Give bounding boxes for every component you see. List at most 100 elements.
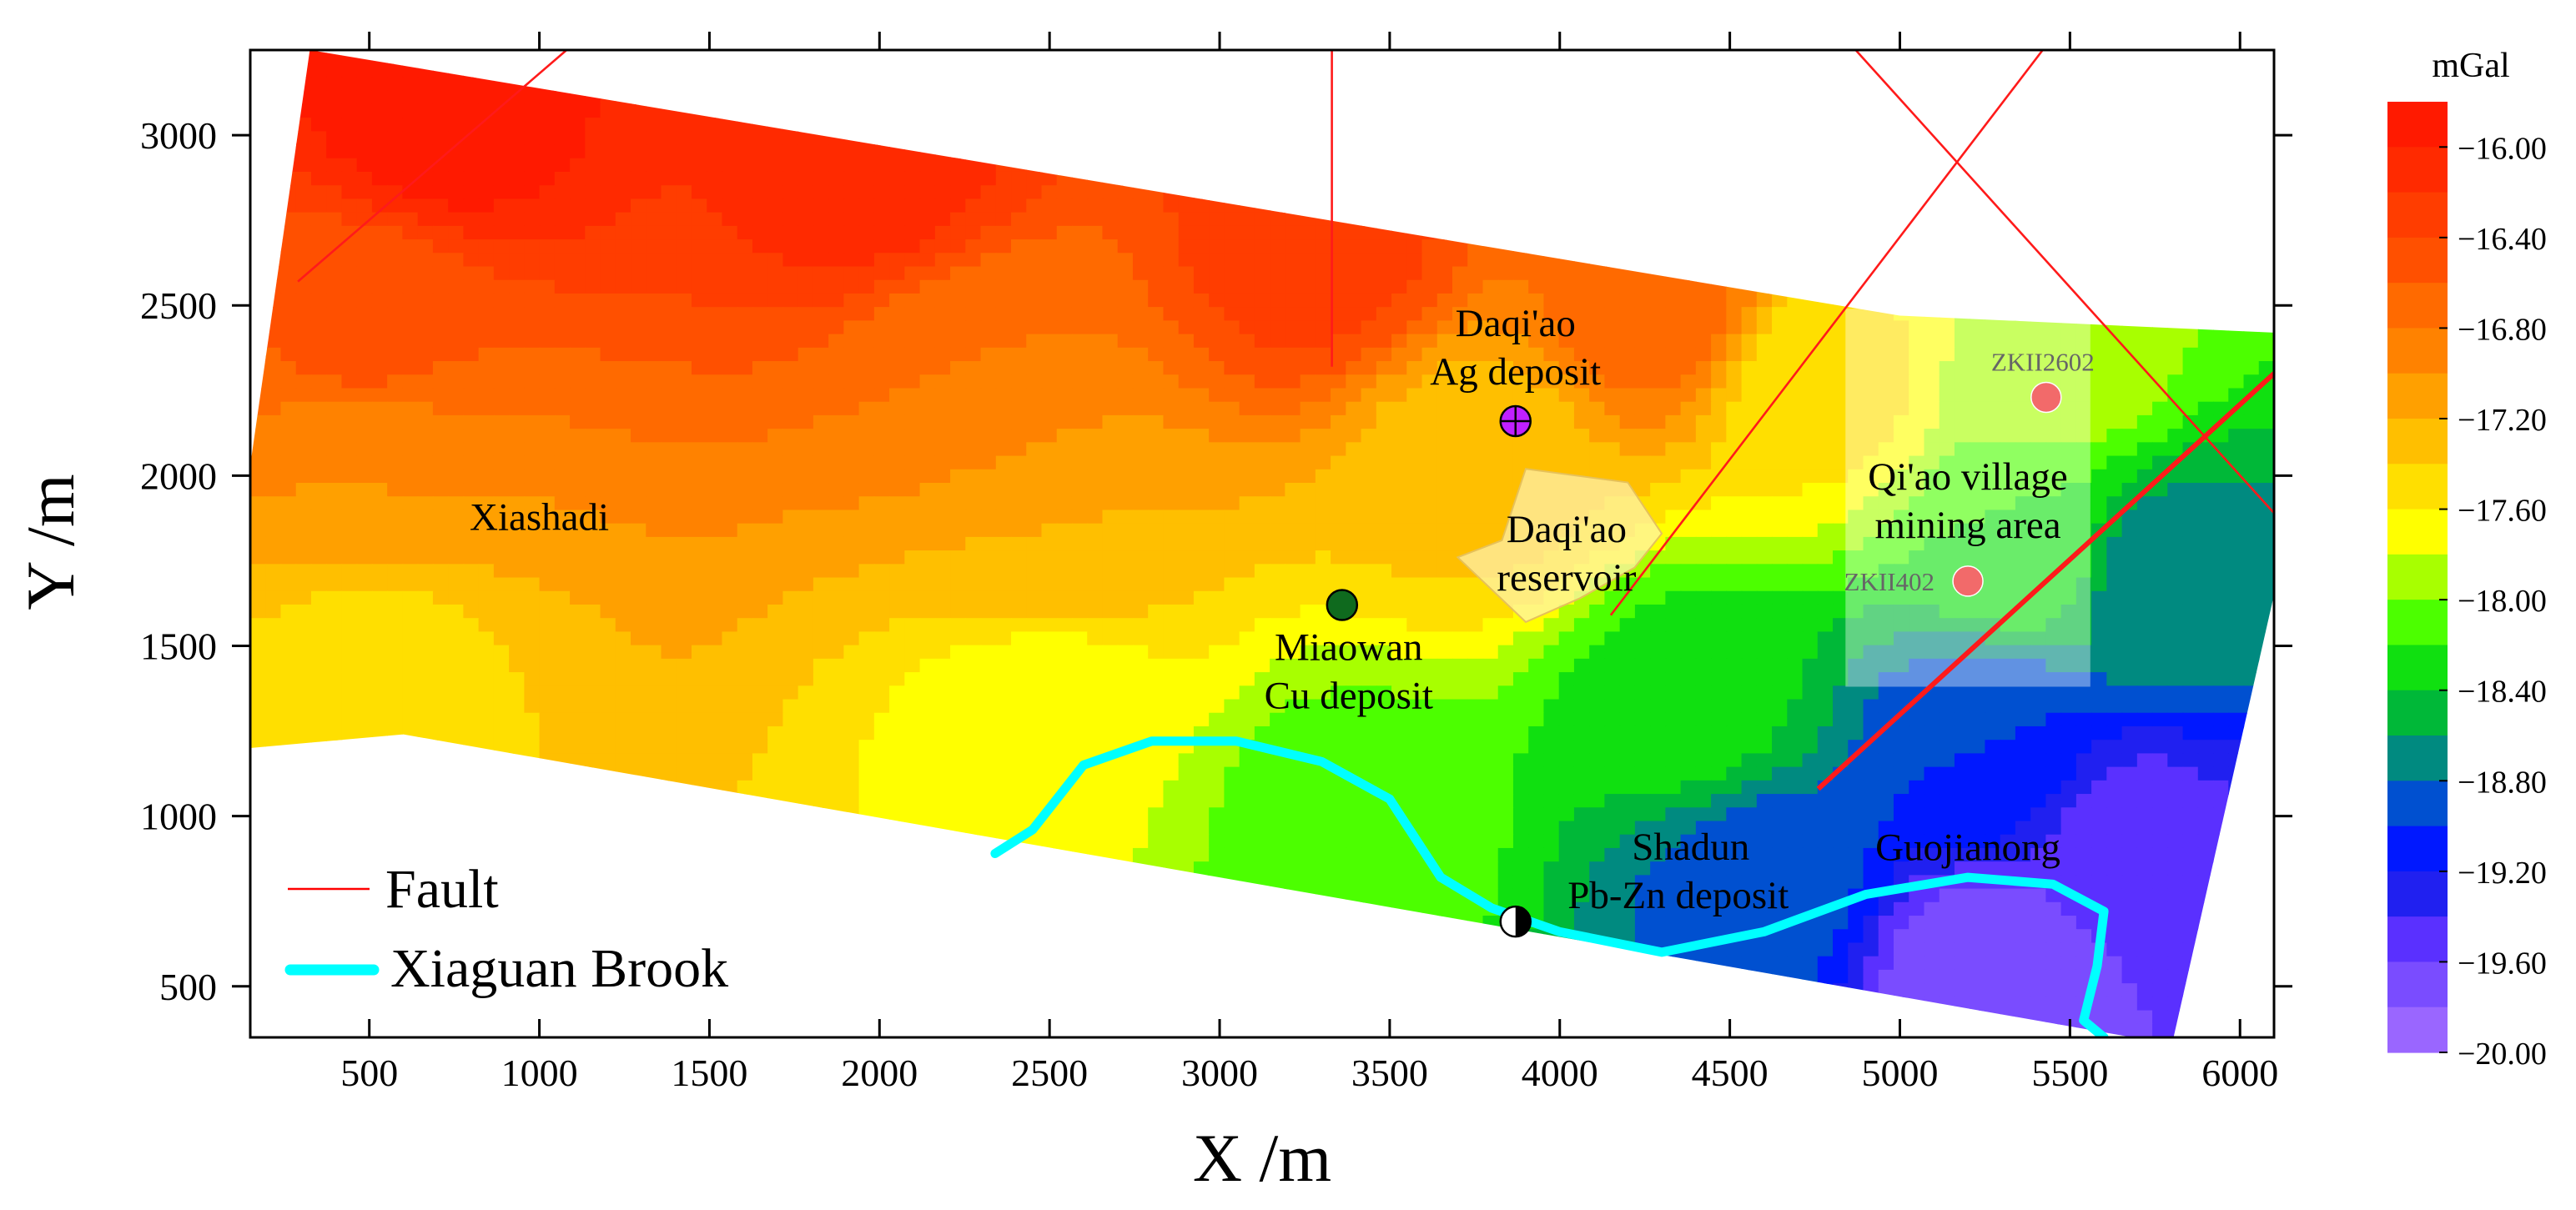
contour-cell [432, 455, 449, 470]
contour-cell [493, 442, 510, 457]
contour-cell [1817, 50, 1834, 65]
contour-cell [2106, 483, 2123, 498]
contour-cell [1011, 103, 1028, 118]
contour-cell [356, 103, 373, 118]
contour-cell [1132, 279, 1149, 294]
contour-cell [1346, 442, 1362, 457]
contour-cell [767, 212, 784, 227]
contour-cell [631, 469, 647, 484]
contour-cell [737, 212, 753, 227]
contour-cell [828, 361, 845, 376]
contour-cell [722, 361, 738, 376]
contour-cell [1056, 144, 1073, 159]
contour-cell [250, 293, 267, 308]
contour-cell [1300, 266, 1316, 281]
contour-cell [265, 510, 282, 525]
contour-cell [1558, 253, 1575, 268]
contour-cell [1787, 523, 1804, 538]
contour-cell [934, 483, 951, 498]
contour-cell [509, 523, 526, 538]
contour-cell [752, 90, 768, 105]
contour-cell [1939, 496, 1955, 511]
contour-cell [661, 414, 677, 429]
contour-cell [1756, 483, 1773, 498]
contour-cell [1300, 253, 1316, 268]
contour-cell [813, 225, 829, 240]
contour-cell [934, 90, 951, 105]
contour-cell [1833, 320, 1849, 335]
contour-cell [1285, 239, 1301, 254]
contour-cell [387, 293, 404, 308]
contour-cell [904, 239, 921, 254]
contour-cell [1558, 77, 1575, 92]
contour-cell [1224, 523, 1240, 538]
contour-cell [402, 455, 419, 470]
contour-cell [2258, 50, 2274, 65]
contour-cell [1604, 63, 1621, 78]
contour-cell [524, 307, 541, 322]
contour-cell [1406, 266, 1423, 281]
contour-cell [265, 401, 282, 416]
contour-cell [1604, 388, 1621, 403]
contour-cell [2075, 414, 2092, 429]
contour-cell [295, 483, 312, 498]
contour-cell [797, 279, 814, 294]
contour-cell [341, 239, 358, 254]
contour-cell [1711, 50, 1728, 65]
contour-cell [722, 225, 738, 240]
contour-cell [1512, 374, 1530, 389]
contour-cell [1863, 90, 1879, 105]
contour-cell [250, 401, 267, 416]
contour-cell [493, 253, 510, 268]
contour-cell [1361, 483, 1377, 498]
contour-cell [1391, 77, 1408, 92]
contour-cell [1436, 158, 1453, 173]
contour-cell [2243, 118, 2260, 133]
contour-cell [2045, 50, 2062, 65]
contour-cell [1224, 266, 1240, 281]
contour-cell [1893, 253, 1910, 268]
contour-cell [2213, 158, 2230, 173]
contour-cell [615, 334, 631, 349]
contour-cell [889, 225, 906, 240]
contour-cell [904, 144, 921, 159]
contour-cell [2213, 388, 2230, 403]
contour-cell [1270, 171, 1286, 186]
contour-cell [1239, 442, 1255, 457]
contour-cell [356, 455, 373, 470]
contour-cell [995, 293, 1012, 308]
contour-cell [295, 361, 312, 376]
contour-cell [2152, 198, 2169, 213]
contour-cell [1863, 185, 1879, 200]
contour-cell [1071, 144, 1089, 159]
contour-cell [1695, 253, 1712, 268]
contour-cell [1346, 429, 1362, 444]
contour-cell [691, 225, 708, 240]
contour-cell [1178, 185, 1195, 200]
contour-cell [676, 510, 692, 525]
contour-cell [1270, 144, 1286, 159]
contour-cell [1193, 320, 1210, 335]
contour-cell [782, 171, 799, 186]
contour-cell [2152, 144, 2169, 159]
contour-cell [1148, 63, 1165, 78]
contour-cell [2075, 483, 2092, 498]
contour-cell [782, 63, 799, 78]
contour-cell [1178, 50, 1195, 65]
contour-cell [524, 429, 541, 444]
contour-cell [2167, 496, 2184, 511]
contour-cell [1848, 198, 1864, 213]
contour-cell [1680, 279, 1697, 294]
contour-cell [387, 279, 404, 294]
contour-cell [1558, 347, 1575, 362]
contour-cell [554, 414, 571, 429]
contour-cell [1270, 496, 1286, 511]
contour-cell [1482, 496, 1499, 511]
contour-cell [1102, 455, 1119, 470]
contour-cell [1117, 131, 1134, 146]
contour-cell [1224, 212, 1240, 227]
contour-cell [2243, 469, 2260, 484]
contour-cell [463, 483, 480, 498]
contour-cell [1102, 63, 1119, 78]
contour-cell [752, 131, 768, 146]
